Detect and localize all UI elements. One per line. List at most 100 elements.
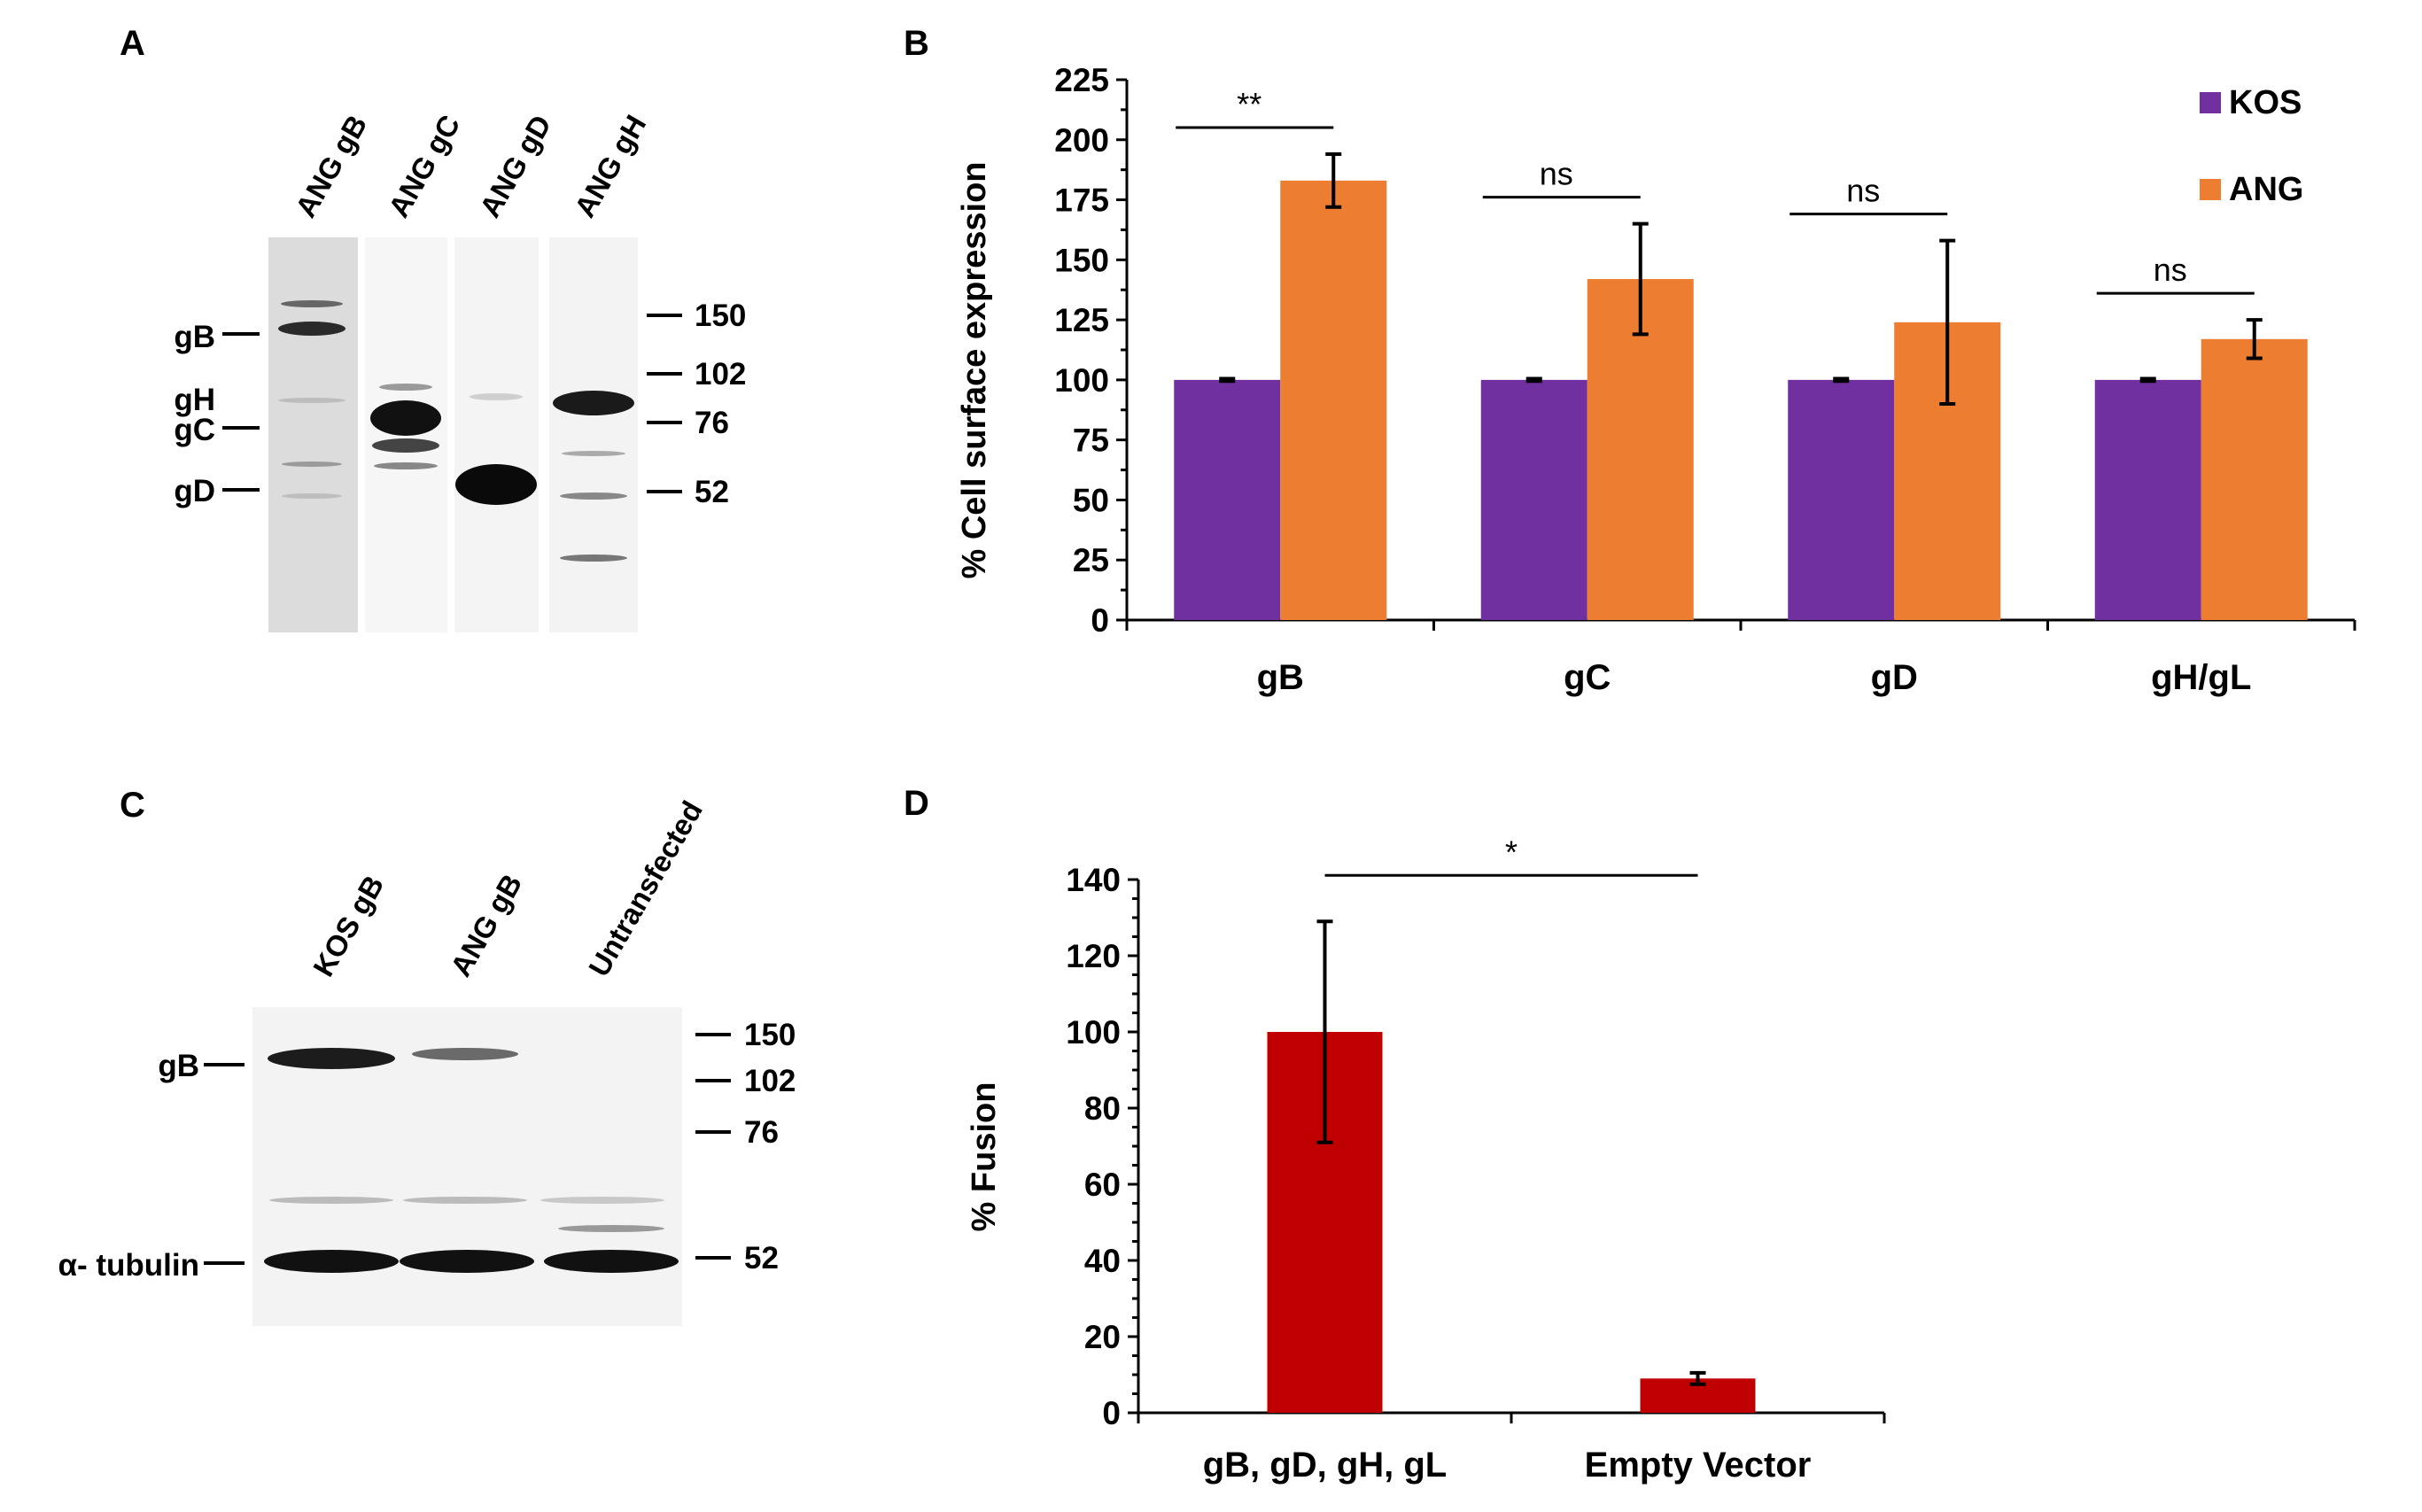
ladder-label-c-52: 52 bbox=[744, 1241, 779, 1276]
chart-b-y-tick-label: 125 bbox=[1054, 302, 1109, 338]
band-c1-tubulin bbox=[264, 1250, 399, 1273]
significance-label-1: ns bbox=[1540, 156, 1573, 192]
band-a4-faint-2 bbox=[560, 492, 627, 500]
band-label-gd: gD bbox=[174, 474, 215, 508]
bar-kos-gb bbox=[1174, 379, 1281, 620]
significance-label-0: ** bbox=[1237, 86, 1261, 122]
chart-b-y-tick-label: 75 bbox=[1073, 423, 1109, 459]
lane-label-a-1: ANG gB bbox=[289, 109, 373, 222]
band-label-gc: gC bbox=[174, 413, 215, 447]
band-c2-gb bbox=[412, 1048, 518, 1060]
panel-d-letter: D bbox=[904, 784, 929, 823]
band-a1-faint-upper bbox=[281, 300, 343, 307]
bar-ang-gh-gl bbox=[2201, 338, 2308, 620]
chart-b-y-tick-label: 50 bbox=[1073, 482, 1109, 518]
chart-b-significance: ** ns ns ns bbox=[1176, 86, 2255, 295]
ladder-label-c-150: 150 bbox=[744, 1018, 796, 1052]
chart-d-y-tick-label: 80 bbox=[1084, 1090, 1121, 1127]
panel-c-letter: C bbox=[120, 786, 145, 825]
band-a1-gb bbox=[278, 322, 345, 336]
ladder-label-c-102: 102 bbox=[744, 1064, 796, 1098]
blot-strip-a-1 bbox=[268, 237, 358, 632]
bar-kos-gc bbox=[1480, 379, 1587, 620]
chart-d-bars bbox=[1267, 1032, 1756, 1413]
significance-label-2: ns bbox=[1846, 173, 1880, 209]
chart-d-y-tick-label: 60 bbox=[1084, 1167, 1121, 1203]
band-c3-faint-2 bbox=[558, 1225, 664, 1232]
band-label-c-gb: gB bbox=[158, 1049, 199, 1083]
legend-label-kos: KOS bbox=[2229, 84, 2302, 121]
panel-a-letter: A bbox=[120, 24, 145, 63]
chart-d-y-tick-label: 40 bbox=[1084, 1243, 1121, 1279]
lane-label-a-4: ANG gH bbox=[568, 109, 652, 222]
significance-label-fusion: * bbox=[1505, 834, 1518, 870]
band-a4-faint-3 bbox=[560, 554, 627, 562]
chart-b-y-tick-label: 100 bbox=[1054, 362, 1109, 399]
panel-d-chart: D % Fusion 0 20 40 60 80 100 120 140 gB, gD, gH,… bbox=[904, 784, 1886, 1485]
panel-c-western-blot: C KOS gB ANG gB Untransfected gB α- tubu… bbox=[58, 786, 796, 1326]
significance-label-3: ns bbox=[2154, 252, 2187, 288]
legend-swatch-kos bbox=[2200, 92, 2221, 113]
chart-b-x-tick-label: gD bbox=[1871, 658, 1918, 697]
chart-d-y-tick-label: 120 bbox=[1066, 938, 1121, 974]
band-a1-faint-2 bbox=[282, 461, 342, 467]
ladder-label-c-76: 76 bbox=[744, 1115, 779, 1150]
chart-d-x-tick-label: Empty Vector bbox=[1585, 1446, 1812, 1485]
chart-b-y-tick-label: 175 bbox=[1054, 182, 1109, 219]
chart-b-x-tick-label: gH/gL bbox=[2151, 658, 2251, 697]
band-a2-gc bbox=[370, 400, 441, 436]
band-label-gh: gH bbox=[174, 383, 215, 417]
band-c1-gb bbox=[268, 1048, 395, 1069]
lane-label-c-2: ANG gB bbox=[444, 868, 528, 981]
chart-b-y-tick-label: 200 bbox=[1054, 122, 1109, 159]
legend-swatch-ang bbox=[2200, 179, 2221, 200]
chart-b-bars bbox=[1174, 180, 2308, 620]
chart-d-y-tick-label: 0 bbox=[1102, 1395, 1121, 1431]
bar-ang-gb bbox=[1280, 180, 1387, 620]
band-c2-tubulin bbox=[400, 1250, 534, 1273]
band-label-gb: gB bbox=[174, 320, 215, 354]
band-label-c-tubulin: α- tubulin bbox=[58, 1248, 199, 1283]
lane-label-a-2: ANG gC bbox=[382, 109, 466, 222]
band-a2-faint-lower bbox=[374, 462, 438, 469]
band-a1-faint-1 bbox=[278, 398, 345, 403]
chart-d-error-bars bbox=[1316, 919, 1706, 1386]
ladder-label-a-150: 150 bbox=[695, 299, 746, 333]
chart-d-y-tick-label: 140 bbox=[1066, 862, 1121, 898]
chart-b-y-tick-label: 0 bbox=[1091, 602, 1109, 639]
lane-label-c-1: KOS gB bbox=[307, 870, 390, 981]
ladder-label-a-76: 76 bbox=[695, 406, 729, 440]
blot-strip-a-4 bbox=[549, 237, 638, 632]
band-c3-faint bbox=[540, 1197, 664, 1204]
panel-b-letter: B bbox=[904, 24, 929, 63]
chart-d-x-tick-label: gB, gD, gH, gL bbox=[1203, 1446, 1448, 1485]
chart-d-axes: 0 20 40 60 80 100 120 140 gB, gD, gH, gL Empty Ve… bbox=[1066, 862, 1886, 1485]
ladder-label-a-102: 102 bbox=[695, 357, 746, 392]
band-a3-faint-upper bbox=[470, 393, 523, 400]
band-a4-faint-1 bbox=[562, 451, 625, 456]
chart-d-y-axis-label: % Fusion bbox=[966, 1082, 1003, 1232]
panel-a-western-blot: A ANG gB ANG gC ANG gD ANG gH gB gH bbox=[120, 24, 746, 632]
band-c3-tubulin bbox=[544, 1250, 679, 1273]
band-a4-gh bbox=[553, 391, 634, 415]
lane-label-a-3: ANG gD bbox=[473, 109, 557, 222]
band-a2-faint-upper bbox=[379, 384, 432, 391]
chart-b-x-tick-label: gB bbox=[1257, 658, 1304, 697]
chart-d-y-tick-label: 100 bbox=[1066, 1014, 1121, 1051]
chart-b-y-axis-label: % Cell surface expression bbox=[956, 162, 993, 579]
chart-b-error-bars bbox=[1219, 152, 2263, 406]
ladder-label-a-52: 52 bbox=[695, 475, 729, 509]
chart-d-y-tick-label: 20 bbox=[1084, 1319, 1121, 1355]
chart-d-significance: * bbox=[1324, 834, 1698, 877]
band-c1-faint bbox=[269, 1197, 393, 1204]
band-a3-gd bbox=[455, 464, 537, 505]
band-a2-smear bbox=[372, 438, 439, 453]
legend-label-ang: ANG bbox=[2229, 171, 2303, 208]
band-a1-faint-3 bbox=[282, 493, 342, 499]
bar-kos-gh-gl bbox=[2094, 379, 2201, 620]
panel-b-chart: B % Cell surface expression 0 25 50 75 100 12… bbox=[904, 24, 2356, 697]
band-c2-faint bbox=[403, 1197, 527, 1204]
chart-b-y-tick-label: 25 bbox=[1073, 542, 1109, 578]
blot-strip-a-3 bbox=[454, 237, 539, 632]
